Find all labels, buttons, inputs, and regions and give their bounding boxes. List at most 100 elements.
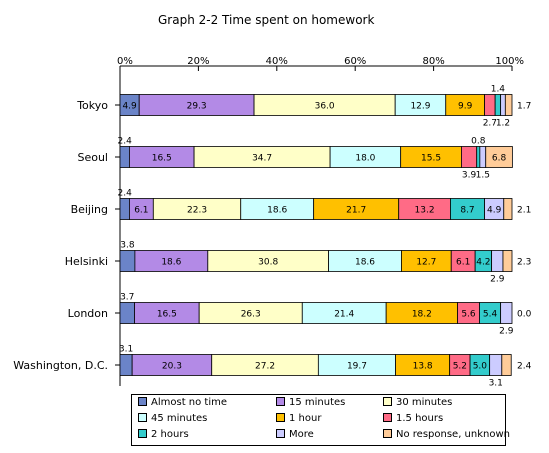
legend-swatch xyxy=(276,397,285,406)
data-label: 21.4 xyxy=(334,310,354,320)
data-label: 36.0 xyxy=(315,102,335,112)
bar-segment xyxy=(502,250,513,272)
bar-segment xyxy=(500,94,506,116)
x-tick-label: 60% xyxy=(344,56,366,67)
data-label: 0.8 xyxy=(471,137,486,147)
bar-segment xyxy=(461,146,478,168)
data-label: 13.2 xyxy=(415,206,435,216)
x-tick-label: 20% xyxy=(187,56,209,67)
chart-legend: Almost no time 15 minutes 30 minutes 45 min… xyxy=(131,394,510,446)
data-label: 22.3 xyxy=(187,206,207,216)
category-label: Washington, D.C. xyxy=(13,359,108,372)
data-label: 12.9 xyxy=(410,102,430,112)
category-label: Beijing xyxy=(71,203,108,216)
data-label: 18.6 xyxy=(267,206,287,216)
data-label: 3.1 xyxy=(119,345,133,355)
legend-label: 1.5 hours xyxy=(396,413,444,424)
legend-item: 45 minutes xyxy=(138,413,207,425)
data-label: 1.7 xyxy=(517,102,531,112)
data-label: 3.8 xyxy=(120,241,135,251)
legend-swatch xyxy=(383,397,392,406)
legend-label: 2 hours xyxy=(151,429,189,440)
legend-item: Almost no time xyxy=(138,397,227,409)
bar-segment xyxy=(489,354,503,376)
legend-item: 1.5 hours xyxy=(383,413,443,425)
legend-swatch xyxy=(383,429,392,438)
data-label: 2.4 xyxy=(118,137,133,147)
x-tick-label: 0% xyxy=(117,56,133,67)
legend-item: No response, unknown xyxy=(383,429,510,441)
data-label: 5.4 xyxy=(483,310,498,320)
data-label: 29.3 xyxy=(187,102,207,112)
data-label: 2.4 xyxy=(118,189,133,199)
bar-segment xyxy=(504,94,513,116)
legend-item: 15 minutes xyxy=(276,397,345,409)
legend-label: More xyxy=(289,429,314,440)
data-label: 5.6 xyxy=(461,310,476,320)
data-label: 3.9 xyxy=(462,171,477,181)
data-label: 1.5 xyxy=(476,171,490,181)
data-label: 5.2 xyxy=(453,362,467,372)
data-label: 19.7 xyxy=(347,362,367,372)
data-label: 3.1 xyxy=(489,379,503,389)
data-label: 4.9 xyxy=(487,206,502,216)
bar-segment xyxy=(494,94,502,116)
legend-swatch xyxy=(276,413,285,422)
legend-item: 2 hours xyxy=(138,429,189,441)
legend-label: No response, unknown xyxy=(396,429,510,440)
data-label: 6.8 xyxy=(492,154,507,164)
data-label: 2.7 xyxy=(483,119,497,129)
category-label: Seoul xyxy=(77,151,108,164)
legend-item: More xyxy=(276,429,314,441)
data-label: 4.9 xyxy=(122,102,137,112)
category-label: Tokyo xyxy=(76,99,108,112)
legend-swatch xyxy=(138,397,147,406)
data-label: 9.9 xyxy=(458,102,473,112)
bar-segment xyxy=(484,94,496,116)
data-label: 2.1 xyxy=(517,206,531,216)
legend-swatch xyxy=(276,429,285,438)
x-tick-label: 80% xyxy=(422,56,444,67)
data-label: 30.8 xyxy=(258,258,278,268)
data-label: 1.4 xyxy=(491,85,506,95)
legend-item: 30 minutes xyxy=(383,397,452,409)
legend-item: 1 hour xyxy=(276,413,321,425)
data-label: 2.3 xyxy=(517,258,531,268)
legend-label: 45 minutes xyxy=(151,413,208,424)
data-label: 13.8 xyxy=(413,362,433,372)
data-label: 12.7 xyxy=(416,258,436,268)
data-label: 6.1 xyxy=(456,258,470,268)
data-label: 27.2 xyxy=(255,362,275,372)
data-label: 2.9 xyxy=(499,327,514,337)
x-tick-label: 40% xyxy=(266,56,288,67)
data-label: 2.9 xyxy=(490,275,505,285)
data-label: 26.3 xyxy=(241,310,261,320)
bar-segment xyxy=(119,146,130,168)
data-label: 20.3 xyxy=(162,362,182,372)
data-label: 2.4 xyxy=(517,362,532,372)
data-label: 21.7 xyxy=(346,206,366,216)
legend-label: Almost no time xyxy=(151,397,228,408)
data-label: 15.5 xyxy=(421,154,441,164)
data-label: 3.7 xyxy=(120,293,134,303)
data-label: 6.1 xyxy=(134,206,148,216)
legend-label: 30 minutes xyxy=(396,397,453,408)
legend-swatch xyxy=(138,429,147,438)
data-label: 18.0 xyxy=(355,154,375,164)
category-label: Helsinki xyxy=(65,255,108,268)
legend-swatch xyxy=(138,413,147,422)
data-label: 1.2 xyxy=(496,119,510,129)
data-label: 16.5 xyxy=(152,154,172,164)
data-label: 18.6 xyxy=(161,258,181,268)
bar-segment xyxy=(500,302,513,324)
data-label: 18.2 xyxy=(412,310,432,320)
bar-segment xyxy=(119,198,130,220)
bar-segment xyxy=(119,250,136,272)
data-label: 16.5 xyxy=(157,310,177,320)
bar-segment xyxy=(476,146,481,168)
bar-segment xyxy=(479,146,487,168)
bar-segment xyxy=(501,354,512,376)
legend-label: 1 hour xyxy=(289,413,322,424)
data-label: 8.7 xyxy=(460,206,474,216)
